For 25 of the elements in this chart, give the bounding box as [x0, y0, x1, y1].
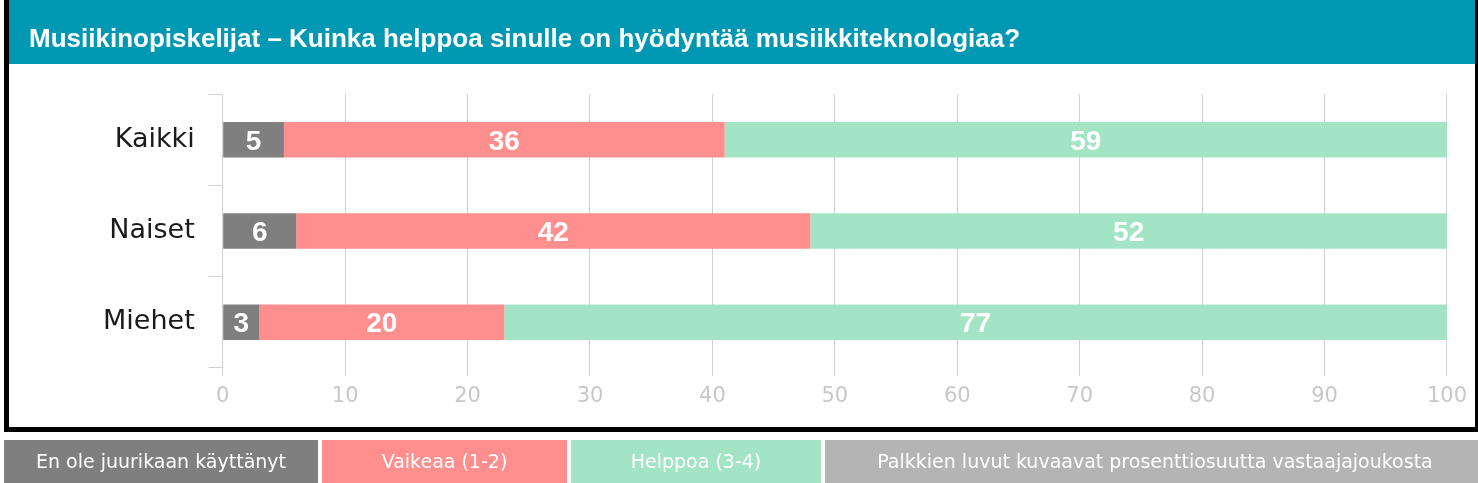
text: En ole juurikaan käyttänyt — [4, 440, 318, 483]
data-label: 77 — [960, 306, 992, 338]
data-label: 6 — [251, 215, 268, 247]
text: Helppoa (3-4) — [571, 440, 821, 483]
text: Palkkien luvut kuvaavat prosenttiosuutta vastaajajoukosta — [825, 440, 1478, 483]
bar — [504, 304, 1447, 340]
bar — [296, 213, 811, 249]
data-label: 20 — [366, 306, 398, 338]
chart-title: Musiikinopiskelijat – Kuinka helppoa sinulle on hyödyntää musiikkiteknologiaa? — [9, 0, 1475, 64]
data-label: 36 — [488, 124, 520, 156]
data-label: 52 — [1113, 215, 1145, 247]
bar — [724, 122, 1447, 158]
y-tick-label: Kaikki — [114, 121, 195, 153]
data-label: 42 — [537, 215, 569, 247]
bar — [283, 122, 725, 158]
data-label: 59 — [1070, 124, 1102, 156]
data-label: 3 — [233, 306, 250, 338]
text: Vaikeaa (1-2) — [322, 440, 567, 483]
bar — [259, 304, 505, 340]
bar — [223, 122, 284, 158]
bar — [223, 213, 297, 249]
y-tick-label: Naiset — [109, 213, 195, 245]
y-tick-label: Miehet — [103, 304, 195, 336]
bar — [810, 213, 1447, 249]
data-label: 5 — [245, 124, 262, 156]
